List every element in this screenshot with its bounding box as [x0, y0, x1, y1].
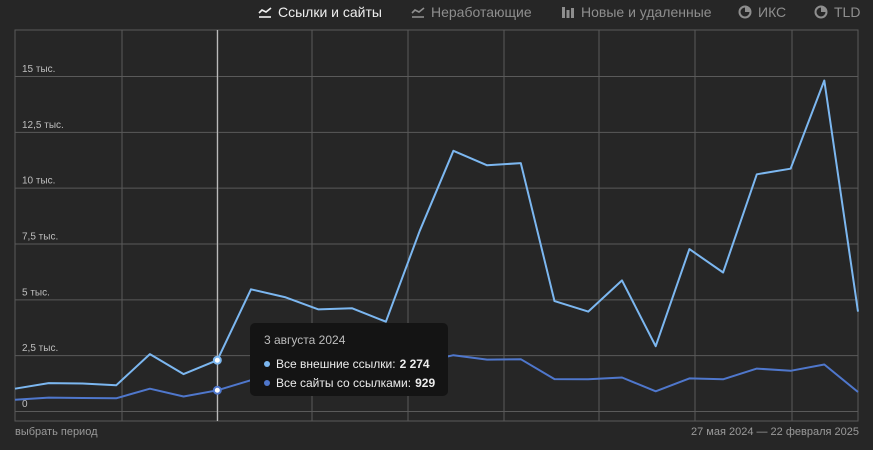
tab-label: Неработающие	[431, 4, 532, 20]
iks-icon	[738, 5, 752, 19]
tab-label: TLD	[834, 4, 861, 20]
hover-markers	[212, 355, 222, 395]
tooltip-value: 929	[415, 375, 436, 390]
y-tick-label: 0	[22, 399, 28, 410]
y-tick-label: 7,5 тыс.	[22, 232, 58, 243]
tooltip-row-links: Все внешние ссылки: 2 274	[264, 354, 434, 373]
line-chart-icon	[258, 5, 272, 19]
select-period-link[interactable]: выбрать период	[15, 426, 98, 438]
date-range: 27 мая 2024 — 22 февраля 2025	[690, 426, 859, 438]
series-dot	[264, 360, 270, 367]
tab-links-and-sites[interactable]: Ссылки и сайты	[258, 3, 382, 21]
tab-tld[interactable]: TLD	[814, 3, 860, 21]
y-tick-label: 10 тыс.	[22, 176, 55, 187]
chart-tooltip: 3 августа 2024 Все внешние ссылки: 2 274…	[250, 323, 448, 396]
plot-frame	[14, 29, 859, 422]
series-line	[14, 79, 859, 390]
tooltip-label: Все внешние ссылки:	[276, 356, 396, 371]
tab-new-and-deleted[interactable]: Новые и удаленные	[561, 3, 712, 21]
tooltip-date: 3 августа 2024	[264, 333, 346, 347]
chart-tabs: Ссылки и сайты Неработающие Новые и удал…	[0, 0, 873, 24]
tab-label: Новые и удаленные	[581, 4, 712, 20]
y-axis-ticks: 0 2,5 тыс. 5 тыс. 7,5 тыс. 10 тыс. 12,5 тыс. 1…	[22, 64, 64, 410]
y-tick-label: 15 тыс.	[22, 64, 55, 75]
bar-chart-icon	[561, 5, 575, 19]
tooltip-label: Все сайты со ссылками:	[276, 375, 412, 390]
tab-label: ИКС	[758, 4, 787, 20]
y-tick-label: 5 тыс.	[22, 287, 50, 298]
tooltip-row-sites: Все сайты со ссылками: 929	[264, 373, 436, 392]
tab-broken[interactable]: Неработающие	[411, 3, 532, 21]
tooltip-value: 2 274	[399, 356, 430, 371]
series-dot	[264, 379, 270, 386]
y-tick-label: 12,5 тыс.	[22, 120, 64, 131]
line-chart-icon	[411, 5, 425, 19]
tld-icon	[814, 5, 828, 19]
y-tick-label: 2,5 тыс.	[22, 343, 58, 354]
hover-point	[212, 355, 222, 365]
hover-point	[212, 385, 222, 395]
tab-label: Ссылки и сайты	[278, 4, 382, 20]
tab-iks[interactable]: ИКС	[738, 3, 786, 21]
